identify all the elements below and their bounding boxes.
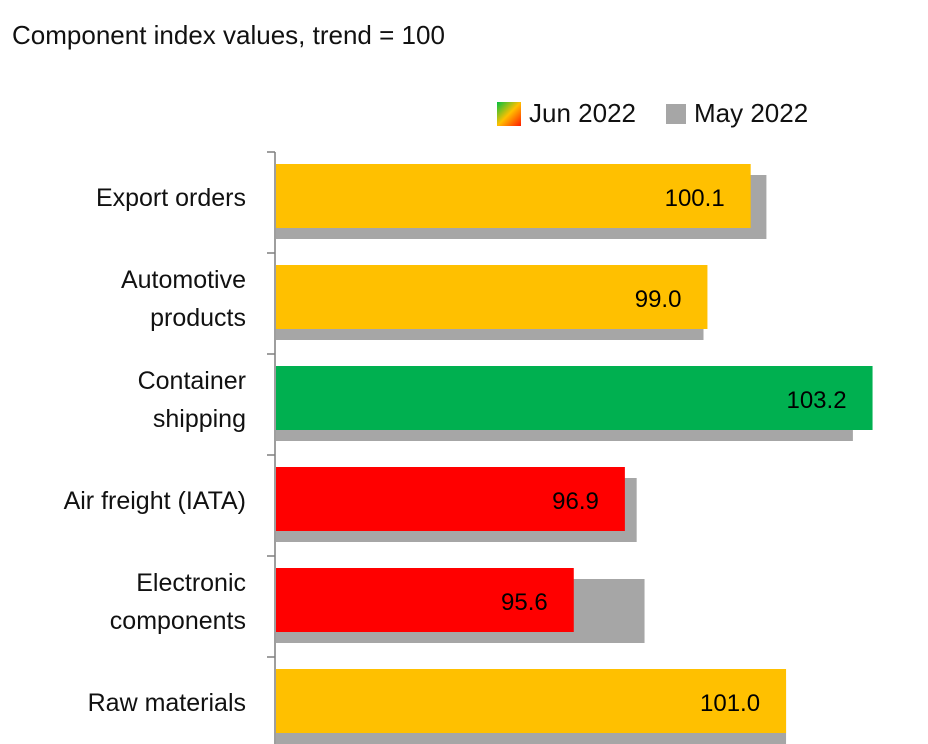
legend-label-jun-2022: Jun 2022 xyxy=(529,98,636,128)
category-label-export-orders: Export orders xyxy=(96,184,246,212)
legend: Jun 2022 May 2022 xyxy=(497,98,808,129)
legend-swatch-may-2022 xyxy=(665,103,686,124)
bar-jun-2022-container-shipping xyxy=(276,366,873,430)
legend-item-may-2022: May 2022 xyxy=(665,98,809,129)
legend-label-may-2022: May 2022 xyxy=(693,98,809,128)
chart-title: Component index values, trend = 100 xyxy=(12,20,445,50)
value-label-export-orders: 100.1 xyxy=(665,185,725,212)
value-label-electronic-components: 95.6 xyxy=(501,589,548,616)
category-label-container-shipping: Container shipping xyxy=(138,367,246,433)
bar-jun-2022-raw-materials xyxy=(276,669,787,733)
bar-jun-2022-electronic-components xyxy=(276,568,574,632)
category-label-air-freight-iata: Air freight (IATA) xyxy=(64,487,246,515)
value-label-container-shipping: 103.2 xyxy=(786,387,846,414)
value-label-automotive-products: 99.0 xyxy=(635,286,682,313)
legend-swatch-jun-2022 xyxy=(497,101,521,126)
value-label-air-freight-iata: 96.9 xyxy=(552,488,599,515)
category-label-electronic-components: Electronic components xyxy=(110,569,246,635)
category-label-raw-materials: Raw materials xyxy=(88,689,246,717)
value-label-raw-materials: 101.0 xyxy=(700,690,760,717)
category-label-automotive-products: Automotive products xyxy=(121,266,246,332)
bar-jun-2022-air-freight-iata xyxy=(276,467,625,531)
bar-jun-2022-export-orders xyxy=(276,164,751,228)
legend-item-jun-2022: Jun 2022 xyxy=(497,98,636,129)
bar-jun-2022-automotive-products xyxy=(276,265,708,329)
